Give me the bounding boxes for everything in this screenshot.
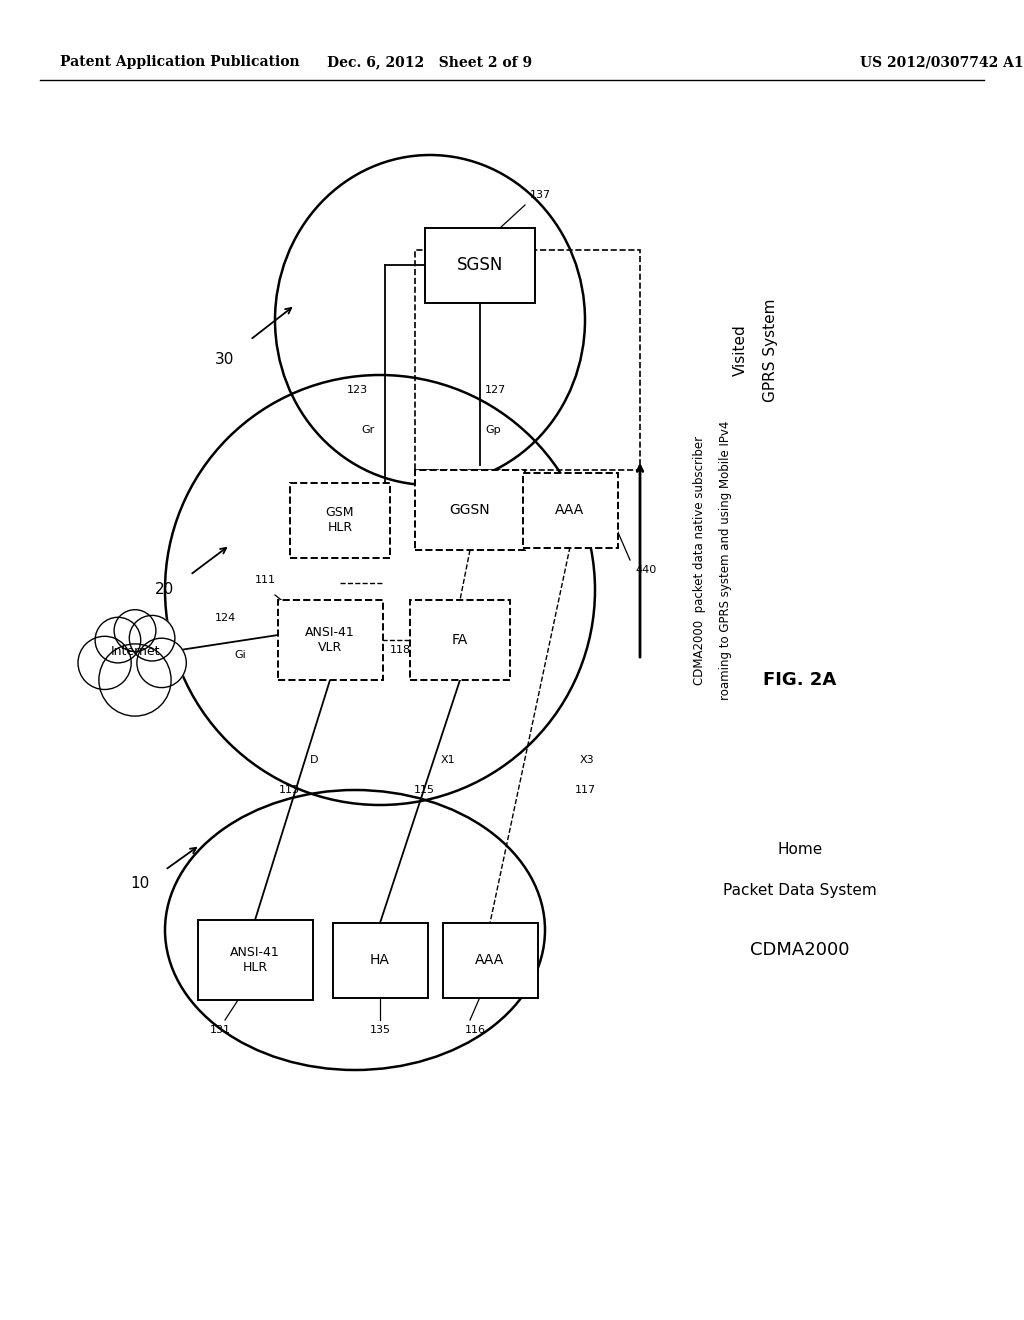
Text: 115: 115 — [414, 785, 435, 795]
Bar — [278, 601, 383, 680]
Text: SGSN: SGSN — [457, 256, 503, 275]
Text: Visited: Visited — [732, 325, 748, 376]
Text: ANSI-41
VLR: ANSI-41 VLR — [305, 626, 355, 653]
Circle shape — [78, 636, 131, 689]
Text: Internet: Internet — [111, 645, 160, 657]
Text: 20: 20 — [156, 582, 175, 598]
Text: 124: 124 — [214, 612, 236, 623]
Text: D: D — [309, 755, 318, 766]
Bar — [425, 227, 535, 302]
Text: FIG. 2A: FIG. 2A — [763, 671, 837, 689]
Bar — [415, 470, 525, 550]
Text: roaming to GPRS system and using Mobile IPv4: roaming to GPRS system and using Mobile … — [719, 420, 731, 700]
Text: Patent Application Publication: Patent Application Publication — [60, 55, 300, 69]
Text: 123: 123 — [347, 385, 368, 395]
Text: AAA: AAA — [475, 953, 505, 968]
Circle shape — [99, 644, 171, 715]
Text: HA: HA — [370, 953, 390, 968]
Text: 113: 113 — [279, 785, 300, 795]
Text: US 2012/0307742 A1: US 2012/0307742 A1 — [860, 55, 1024, 69]
Circle shape — [114, 610, 156, 652]
Text: X1: X1 — [440, 755, 455, 766]
Text: 127: 127 — [485, 385, 506, 395]
Text: GGSN: GGSN — [450, 503, 490, 517]
Bar — [410, 601, 510, 680]
Text: 111: 111 — [255, 576, 275, 585]
Text: 117: 117 — [575, 785, 596, 795]
Bar — [290, 483, 390, 557]
Bar — [333, 923, 427, 998]
Text: CDMA2000  packet data native subscriber: CDMA2000 packet data native subscriber — [693, 436, 707, 685]
Text: 30: 30 — [215, 352, 234, 367]
Text: Gr: Gr — [361, 425, 375, 436]
Text: Packet Data System: Packet Data System — [723, 883, 877, 898]
Text: CDMA2000: CDMA2000 — [751, 941, 850, 960]
Text: 118: 118 — [389, 645, 411, 655]
Text: 116: 116 — [465, 1026, 485, 1035]
Bar — [415, 249, 640, 470]
Bar — [522, 473, 617, 548]
Text: 10: 10 — [130, 875, 150, 891]
Circle shape — [137, 638, 186, 688]
Bar — [198, 920, 312, 1001]
Text: AAA: AAA — [555, 503, 585, 517]
Circle shape — [95, 618, 140, 663]
Text: X3: X3 — [580, 755, 595, 766]
Circle shape — [129, 615, 175, 661]
Text: 126: 126 — [339, 543, 360, 553]
Text: GSM
HLR: GSM HLR — [326, 506, 354, 535]
Text: FA: FA — [452, 634, 468, 647]
Text: Gp: Gp — [485, 425, 501, 436]
Text: 131: 131 — [210, 1026, 230, 1035]
Text: 135: 135 — [370, 1026, 390, 1035]
Text: Dec. 6, 2012   Sheet 2 of 9: Dec. 6, 2012 Sheet 2 of 9 — [328, 55, 532, 69]
Text: 440: 440 — [635, 565, 656, 576]
Text: ANSI-41
HLR: ANSI-41 HLR — [230, 946, 280, 974]
Text: Gi: Gi — [234, 649, 246, 660]
Text: GPRS System: GPRS System — [763, 298, 777, 401]
Text: Home: Home — [777, 842, 822, 858]
Text: 137: 137 — [530, 190, 551, 201]
Bar — [442, 923, 538, 998]
